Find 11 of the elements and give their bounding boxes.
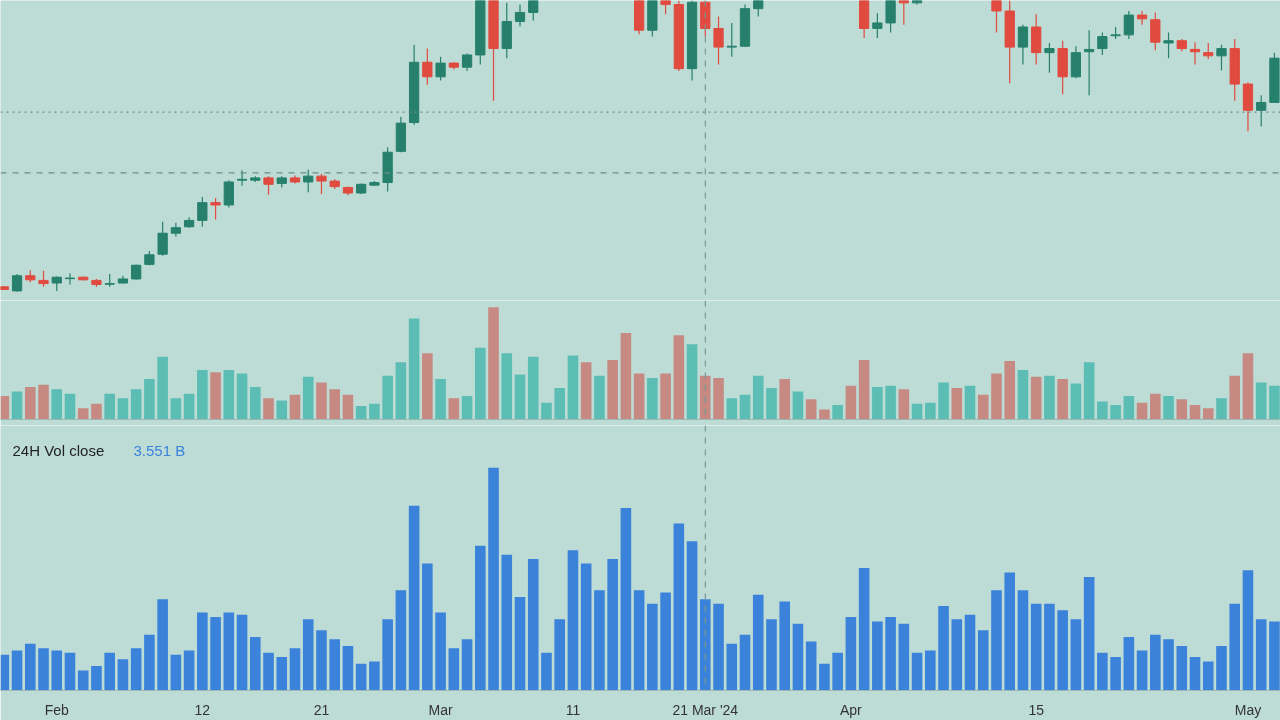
chart-title: 24H Vol close (12, 441, 105, 459)
text: 3.551 B (133, 441, 186, 459)
x-tick-label: Feb (44, 701, 70, 718)
x-tick-label: 21 Mar '24 (672, 701, 739, 718)
x-tick-label: 12 (194, 701, 211, 718)
x-tick-label: 21 (313, 701, 330, 718)
x-tick-label: 11 (565, 701, 581, 718)
x-tick-label: Apr (840, 701, 863, 718)
x-tick-label: 15 (1028, 701, 1045, 718)
x-tick-label: May (1234, 701, 1262, 718)
x-tick-label: Mar (428, 701, 453, 718)
